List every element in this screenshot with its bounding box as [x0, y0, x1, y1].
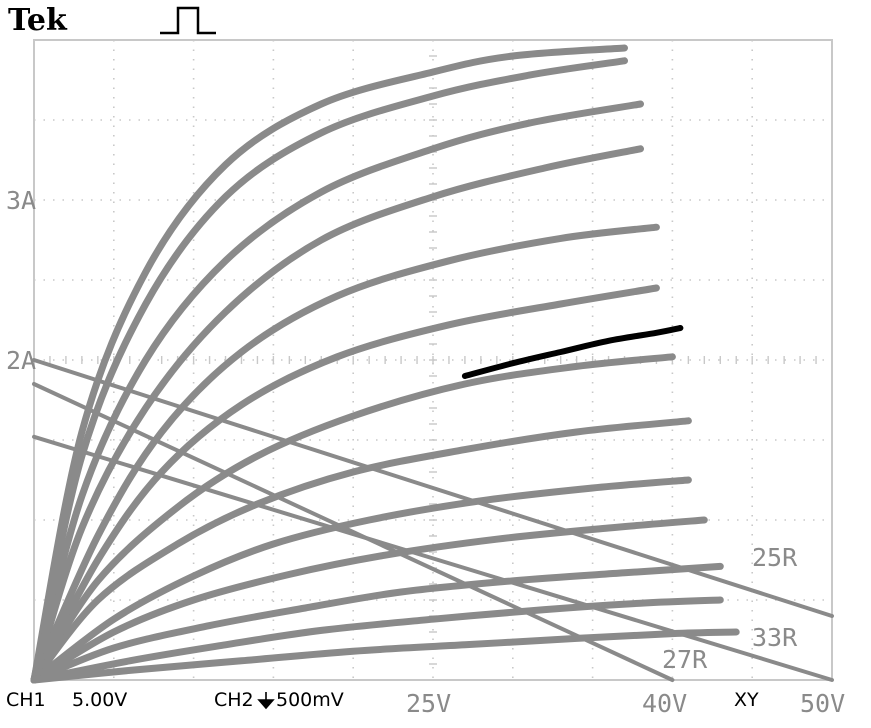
characteristic-curve: [30, 223, 660, 684]
highlighted-trace: [461, 325, 684, 379]
characteristic-curve: [30, 628, 740, 684]
status-bar: CH1 5.00V CH2 500mV XY: [6, 689, 759, 711]
display-mode: XY: [734, 689, 759, 711]
characteristic-curve: [30, 562, 724, 684]
characteristic-curve: [30, 284, 660, 684]
y-tick-label: 2A: [6, 346, 36, 375]
x-tick-label: 50V: [800, 689, 845, 718]
load-line-label: 33R: [752, 623, 798, 652]
characteristic-curve: [30, 417, 692, 684]
x-tick-label: 25V: [406, 689, 451, 718]
characteristic-curve: [30, 596, 724, 684]
load-line-33r: [32, 434, 834, 682]
graticule: [33, 39, 833, 681]
load-line-label: 25R: [752, 543, 798, 572]
ground-coupling-icon: [257, 692, 275, 710]
pulse-trigger-icon: [160, 6, 216, 35]
load-lines: [32, 358, 834, 682]
y-tick-label: 3A: [6, 186, 36, 215]
characteristic-curve: [30, 57, 628, 684]
brand-logo: Tek: [8, 3, 68, 38]
ch2-scale: 500mV: [276, 689, 344, 711]
load-line-label: 27R: [662, 645, 708, 674]
load-line-25r: [32, 358, 834, 618]
characteristic-curve: [30, 100, 644, 684]
load-line-27r: [32, 382, 675, 682]
ch1-scale: 5.00V: [72, 689, 127, 711]
trace-layer: [30, 44, 740, 684]
annotation-labels: 3A 2A 25V 40V 50V 25R 33R 27R: [6, 186, 845, 718]
ch1-label: CH1: [6, 689, 46, 711]
characteristic-curve: [30, 516, 708, 684]
characteristic-curve: [30, 145, 644, 684]
ch2-label: CH2: [214, 689, 254, 711]
x-tick-label: 40V: [642, 689, 687, 718]
characteristic-curve: [30, 44, 628, 684]
characteristic-curve: [30, 476, 692, 684]
characteristic-curve: [30, 353, 676, 684]
